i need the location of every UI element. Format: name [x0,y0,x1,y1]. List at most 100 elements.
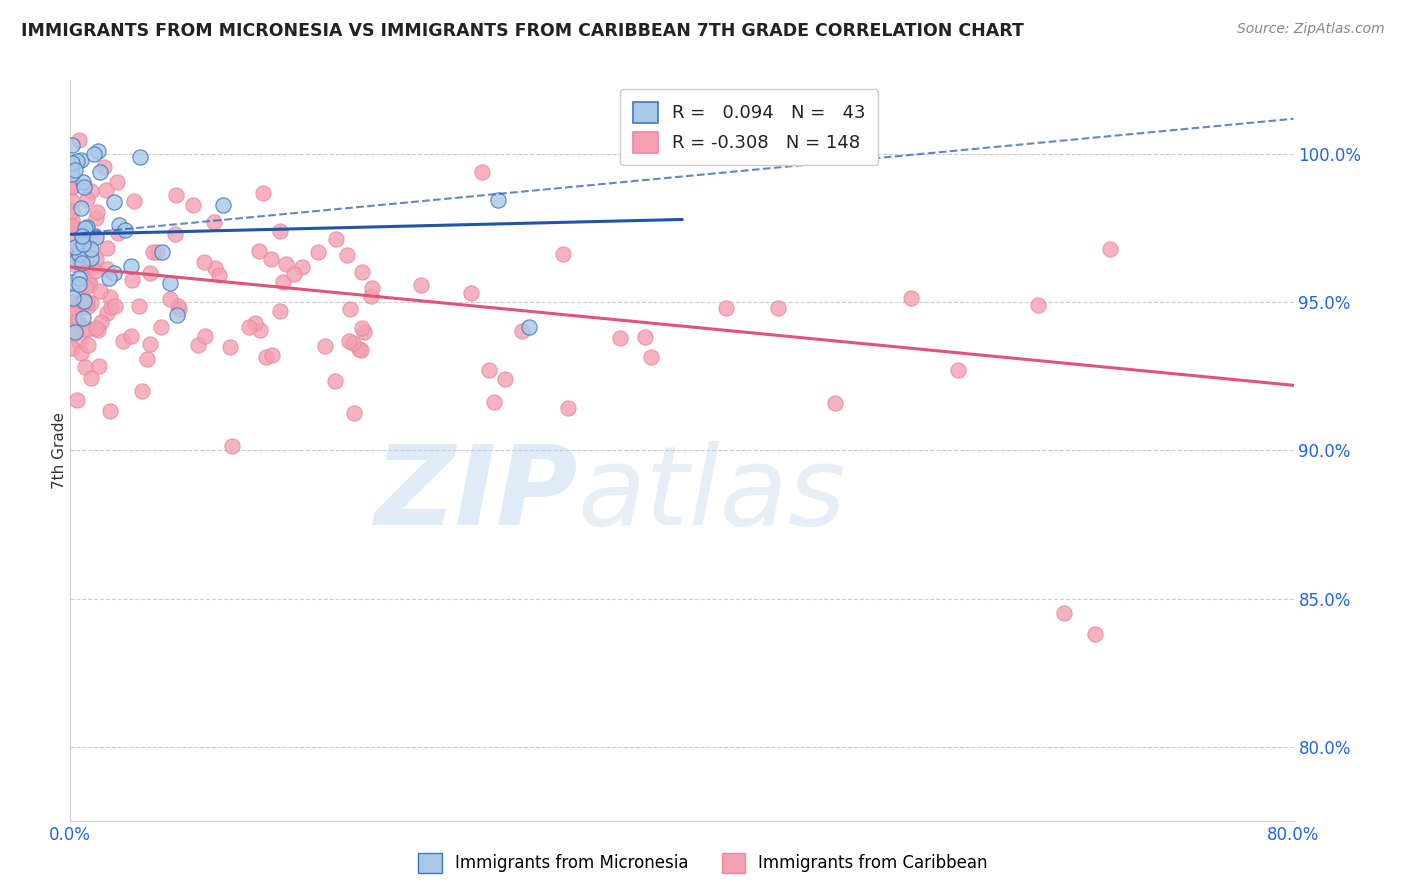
Point [103,267,125,281]
Point [76,322,98,336]
Point [139,337,162,351]
Point [193,255,215,269]
Point [146,245,169,260]
Point [166,308,188,322]
Point [94,183,117,197]
Point [77,337,100,351]
Point [65,258,87,272]
Point [63,162,86,177]
Point [342,335,364,350]
Point [105,175,128,189]
Point [60,194,83,209]
Point [108,218,131,232]
Point [159,276,181,290]
Point [96,306,118,320]
Point [409,278,432,293]
Point [269,304,291,318]
Point [80,252,103,266]
Point [142,244,165,259]
Point [219,339,242,353]
Point [63,240,86,254]
Point [70,228,93,243]
Point [139,266,162,280]
Point [262,348,284,362]
Point [70,201,93,215]
Point [76,294,98,309]
Point [609,331,631,345]
Point [70,256,93,270]
Point [150,244,173,259]
Point [76,259,98,273]
Point [60,228,83,243]
Point [75,280,97,294]
Point [553,246,575,260]
Point [352,320,374,334]
Point [352,265,374,279]
Point [60,245,83,260]
Point [103,195,125,210]
Point [557,401,579,415]
Point [60,324,83,338]
Point [494,372,516,386]
Point [82,260,104,275]
Point [98,290,121,304]
Point [121,259,143,273]
Point [76,222,98,236]
Point [73,226,96,240]
Point [165,227,187,241]
Point [80,295,103,310]
Point [478,363,501,377]
Point [89,164,111,178]
Legend: Immigrants from Micronesia, Immigrants from Caribbean: Immigrants from Micronesia, Immigrants f… [412,847,994,880]
Point [307,245,329,260]
Point [488,193,510,207]
Point [339,302,361,317]
Point [204,260,226,275]
Point [63,294,86,309]
Point [212,197,235,211]
Point [129,150,152,164]
Point [70,153,93,168]
Point [75,359,97,374]
Point [63,319,86,334]
Point [75,322,97,336]
Point [76,300,98,314]
Point [70,300,93,314]
Point [202,215,225,229]
Point [63,242,86,256]
Point [84,252,107,266]
Point [517,319,540,334]
Point [254,351,277,365]
Point [60,341,83,355]
Text: Source: ZipAtlas.com: Source: ZipAtlas.com [1237,22,1385,37]
Point [93,161,115,175]
Point [165,188,187,202]
Point [75,258,97,272]
Point [62,220,84,235]
Legend: R =   0.094   N =   43, R = -0.308   N = 148: R = 0.094 N = 43, R = -0.308 N = 148 [620,89,879,165]
Point [323,374,346,388]
Point [238,320,260,334]
Point [347,342,370,356]
Point [86,205,108,219]
Point [62,247,84,261]
Point [63,301,86,315]
Point [247,244,270,258]
Point [83,227,105,242]
Point [271,275,294,289]
Point [343,406,366,420]
Point [159,292,181,306]
Text: IMMIGRANTS FROM MICRONESIA VS IMMIGRANTS FROM CARIBBEAN 7TH GRADE CORRELATION CH: IMMIGRANTS FROM MICRONESIA VS IMMIGRANTS… [21,22,1024,40]
Point [84,264,107,278]
Point [84,211,107,226]
Point [72,175,94,189]
Y-axis label: 7th Grade: 7th Grade [52,412,66,489]
Point [62,291,84,305]
Text: ZIP: ZIP [374,442,578,549]
Point [111,334,134,348]
Point [97,270,120,285]
Point [291,260,314,274]
Point [460,286,482,301]
Point [131,384,153,399]
Point [325,232,347,246]
